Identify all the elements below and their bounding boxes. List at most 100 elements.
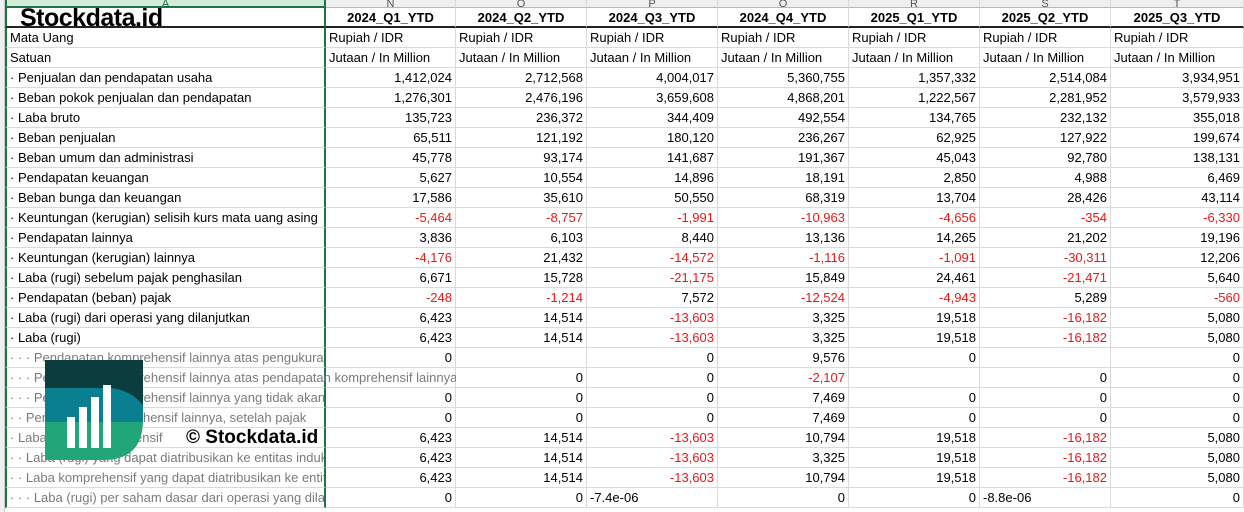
value-cell[interactable]: 0: [326, 408, 456, 428]
value-cell[interactable]: 2,712,568: [456, 68, 587, 88]
value-cell[interactable]: 6,103: [456, 228, 587, 248]
value-cell[interactable]: 28,426: [980, 188, 1111, 208]
value-cell[interactable]: -4,943: [849, 288, 980, 308]
row-label[interactable]: · Beban bunga dan keuangan: [5, 188, 326, 208]
value-cell[interactable]: -560: [1111, 288, 1244, 308]
value-cell[interactable]: 10,794: [718, 428, 849, 448]
value-cell[interactable]: 0: [1111, 348, 1244, 368]
value-cell[interactable]: 121,192: [456, 128, 587, 148]
value-cell[interactable]: 17,586: [326, 188, 456, 208]
value-cell[interactable]: 0: [1111, 408, 1244, 428]
value-cell[interactable]: 19,518: [849, 428, 980, 448]
value-cell[interactable]: -13,603: [587, 468, 718, 488]
value-cell[interactable]: -12,524: [718, 288, 849, 308]
value-cell[interactable]: 0: [326, 388, 456, 408]
value-cell[interactable]: 6,423: [326, 428, 456, 448]
value-cell[interactable]: -6,330: [1111, 208, 1244, 228]
row-label[interactable]: · Pendapatan lainnya: [5, 228, 326, 248]
value-cell[interactable]: 180,120: [587, 128, 718, 148]
header-label-cell[interactable]: [5, 8, 326, 28]
value-cell[interactable]: 24,461: [849, 268, 980, 288]
value-cell[interactable]: 0: [587, 368, 718, 388]
value-cell[interactable]: -16,182: [980, 448, 1111, 468]
value-cell[interactable]: 5,080: [1111, 328, 1244, 348]
row-label[interactable]: · Laba bruto: [5, 108, 326, 128]
currency-value[interactable]: Rupiah / IDR: [326, 28, 456, 48]
value-cell[interactable]: 5,080: [1111, 308, 1244, 328]
value-cell[interactable]: 0: [587, 388, 718, 408]
value-cell[interactable]: 6,671: [326, 268, 456, 288]
value-cell[interactable]: -7.4e-06: [587, 488, 718, 508]
value-cell[interactable]: 0: [980, 368, 1111, 388]
value-cell[interactable]: 3,325: [718, 308, 849, 328]
value-cell[interactable]: 135,723: [326, 108, 456, 128]
value-cell[interactable]: 6,423: [326, 448, 456, 468]
value-cell[interactable]: 19,518: [849, 308, 980, 328]
period-header[interactable]: 2024_Q1_YTD: [326, 8, 456, 28]
value-cell[interactable]: 0: [456, 408, 587, 428]
value-cell[interactable]: -4,176: [326, 248, 456, 268]
period-header[interactable]: 2025_Q1_YTD: [849, 8, 980, 28]
value-cell[interactable]: -21,175: [587, 268, 718, 288]
value-cell[interactable]: -13,603: [587, 428, 718, 448]
value-cell[interactable]: 4,988: [980, 168, 1111, 188]
value-cell[interactable]: 0: [849, 388, 980, 408]
value-cell[interactable]: -1,991: [587, 208, 718, 228]
row-label[interactable]: · Penjualan dan pendapatan usaha: [5, 68, 326, 88]
unit-value[interactable]: Jutaan / In Million: [326, 48, 456, 68]
value-cell[interactable]: 5,360,755: [718, 68, 849, 88]
row-label[interactable]: · Beban pokok penjualan dan pendapatan: [5, 88, 326, 108]
column-header-R[interactable]: R: [849, 0, 980, 8]
value-cell[interactable]: 93,174: [456, 148, 587, 168]
currency-value[interactable]: Rupiah / IDR: [456, 28, 587, 48]
unit-value[interactable]: Jutaan / In Million: [456, 48, 587, 68]
value-cell[interactable]: 0: [1111, 388, 1244, 408]
value-cell[interactable]: 5,640: [1111, 268, 1244, 288]
currency-value[interactable]: Rupiah / IDR: [980, 28, 1111, 48]
value-cell[interactable]: 14,514: [456, 328, 587, 348]
value-cell[interactable]: [456, 348, 587, 368]
value-cell[interactable]: 0: [718, 488, 849, 508]
value-cell[interactable]: 344,409: [587, 108, 718, 128]
column-header-P[interactable]: P: [587, 0, 718, 8]
row-label[interactable]: · Beban penjualan: [5, 128, 326, 148]
value-cell[interactable]: -8,757: [456, 208, 587, 228]
value-cell[interactable]: 19,518: [849, 328, 980, 348]
value-cell[interactable]: 7,469: [718, 388, 849, 408]
value-cell[interactable]: 236,372: [456, 108, 587, 128]
value-cell[interactable]: 43,114: [1111, 188, 1244, 208]
value-cell[interactable]: 6,469: [1111, 168, 1244, 188]
row-label[interactable]: · Keuntungan (kerugian) selisih kurs mat…: [5, 208, 326, 228]
column-header-O[interactable]: O: [456, 0, 587, 8]
value-cell[interactable]: 2,850: [849, 168, 980, 188]
value-cell[interactable]: 0: [326, 488, 456, 508]
value-cell[interactable]: 12,206: [1111, 248, 1244, 268]
value-cell[interactable]: 236,267: [718, 128, 849, 148]
value-cell[interactable]: 14,265: [849, 228, 980, 248]
column-header-Q[interactable]: Q: [718, 0, 849, 8]
unit-value[interactable]: Jutaan / In Million: [849, 48, 980, 68]
value-cell[interactable]: 10,554: [456, 168, 587, 188]
value-cell[interactable]: 1,412,024: [326, 68, 456, 88]
value-cell[interactable]: 14,514: [456, 468, 587, 488]
row-label[interactable]: · Beban umum dan administrasi: [5, 148, 326, 168]
value-cell[interactable]: 0: [849, 488, 980, 508]
unit-label[interactable]: Satuan: [5, 48, 326, 68]
value-cell[interactable]: 19,196: [1111, 228, 1244, 248]
value-cell[interactable]: 4,004,017: [587, 68, 718, 88]
row-label[interactable]: · Laba (rugi): [5, 328, 326, 348]
value-cell[interactable]: 0: [456, 388, 587, 408]
value-cell[interactable]: 492,554: [718, 108, 849, 128]
value-cell[interactable]: 7,572: [587, 288, 718, 308]
value-cell[interactable]: 5,080: [1111, 448, 1244, 468]
value-cell[interactable]: -16,182: [980, 468, 1111, 488]
value-cell[interactable]: 355,018: [1111, 108, 1244, 128]
row-label[interactable]: · Keuntungan (kerugian) lainnya: [5, 248, 326, 268]
period-header[interactable]: 2024_Q3_YTD: [587, 8, 718, 28]
value-cell[interactable]: 5,080: [1111, 468, 1244, 488]
value-cell[interactable]: 4,868,201: [718, 88, 849, 108]
value-cell[interactable]: -10,963: [718, 208, 849, 228]
value-cell[interactable]: 0: [456, 488, 587, 508]
value-cell[interactable]: 21,432: [456, 248, 587, 268]
value-cell[interactable]: 19,518: [849, 448, 980, 468]
